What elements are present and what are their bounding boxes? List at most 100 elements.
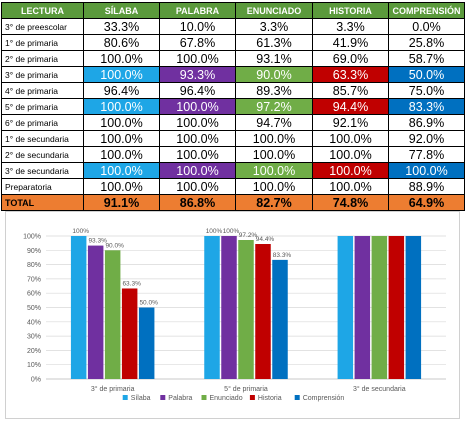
table-cell: 80.6% (83, 34, 160, 51)
table-cell: 100.0% (312, 130, 389, 147)
table-cell: 100.0% (312, 178, 389, 195)
table-cell: 93.3% (159, 66, 236, 83)
column-header: HISTORIA (312, 2, 389, 19)
column-header: LECTURA (1, 2, 84, 19)
legend-swatch (249, 395, 255, 400)
y-tick-label: 40% (27, 319, 41, 326)
legend: Sílaba Palabra Enunciado Historia Comprensió… (122, 395, 345, 402)
data-label: 100% (223, 228, 240, 235)
table-cell: 94.7% (235, 114, 313, 131)
table-cell: 100.0% (83, 98, 160, 115)
table-cell: 25.8% (388, 34, 465, 51)
x-tick-label: 3° de secundaria (353, 385, 406, 393)
table-cell: 100.0% (159, 114, 236, 131)
table-cell: 3.3% (235, 18, 313, 35)
data-labels: 100%93.3%90.0%63.3%50.0%100% 100%97.2%94.… (72, 228, 291, 307)
table-cell: 89.3% (235, 82, 313, 99)
table-cell: 86.9% (388, 114, 465, 131)
table-cell: 100.0% (83, 146, 160, 163)
table-row: 5° de primaria 100.0% 100.0% 97.2% 94.4% 83.3… (1, 98, 465, 115)
y-tick-label: 20% (27, 348, 41, 355)
bar (104, 250, 121, 379)
table-cell: 100.0% (83, 162, 160, 179)
y-tick-label: 70% (27, 276, 41, 283)
table-cell: 100.0% (159, 50, 236, 67)
table-cell: 100.0% (235, 162, 313, 179)
x-axis-ticks: 3° de primaria 5° de primaria 3° de secund… (91, 385, 406, 393)
table-cell: 100.0% (83, 130, 160, 147)
column-header: ENUNCIADO (235, 2, 313, 19)
x-tick-label: 5° de primaria (224, 385, 268, 393)
y-tick-label: 50% (27, 305, 41, 312)
table-cell: 100.0% (159, 162, 236, 179)
table-cell: 100.0% (83, 114, 160, 131)
table-cell: 100.0% (235, 146, 313, 163)
table-row: 2° de primaria 100.0% 100.0% 93.1% 69.0% 58.7… (1, 50, 465, 67)
column-header: PALABRA (159, 2, 236, 19)
bars (70, 236, 422, 379)
bar (70, 236, 87, 379)
table-cell: 74.8% (312, 194, 389, 211)
table-row: 3° de primaria 100.0% 93.3% 90.0% 63.3% 50.0% (1, 66, 465, 83)
data-label: 83.3% (273, 252, 292, 259)
table-cell: 85.7% (312, 82, 389, 99)
table-cell: 92.1% (312, 114, 389, 131)
table-header-row: LECTURA SÍLABA PALABRA ENUNCIADO HISTORIA COM… (1, 2, 465, 19)
table-row: 6° de primaria 100.0% 100.0% 94.7% 92.1% 86.9… (1, 114, 465, 131)
table-cell: 33.3% (83, 18, 160, 35)
table-cell: 100.0% (159, 146, 236, 163)
table-cell: 100.0% (388, 162, 465, 179)
data-label: 93.3% (88, 238, 107, 245)
legend-label: Palabra (168, 395, 192, 402)
total-row: TOTAL 91.1% 86.8% 82.7% 74.8% 64.9% (1, 194, 465, 211)
legend-swatch (122, 395, 128, 400)
legend-label: Historia (258, 395, 282, 402)
y-tick-label: 60% (27, 291, 41, 298)
data-label: 50.0% (139, 300, 158, 307)
table-cell: 88.9% (388, 178, 465, 195)
bar (87, 245, 104, 379)
table-cell: 100.0% (159, 98, 236, 115)
legend-swatch (294, 395, 300, 400)
legend-label: Comprensión (303, 395, 345, 402)
table-cell: 91.1% (83, 194, 160, 211)
legend-label: Enunciado (210, 395, 243, 402)
data-label: 97.2% (239, 232, 258, 239)
table-cell: 100.0% (312, 146, 389, 163)
table-cell: 100.0% (83, 66, 160, 83)
y-tick-label: 80% (27, 262, 41, 269)
legend-swatch (160, 395, 166, 400)
data-label: 100% (72, 228, 89, 235)
row-label: 5° de primaria (1, 98, 84, 115)
bar-chart: 0% 10% 20% 30% 40% 50% 60% 70% 80% 90% 100% 100% 93… (5, 211, 460, 419)
table-cell: 90.0% (235, 66, 313, 83)
table-cell: 96.4% (83, 82, 160, 99)
table-cell: 77.8% (388, 146, 465, 163)
table-cell: 97.2% (235, 98, 313, 115)
column-header: COMPRENSIÓN (388, 2, 465, 19)
bar (371, 236, 388, 379)
table-cell: 100.0% (83, 50, 160, 67)
results-table: LECTURA SÍLABA PALABRA ENUNCIADO HISTORIA COM… (1, 2, 465, 211)
row-label: 6° de primaria (1, 114, 84, 131)
column-header: SÍLABA (83, 2, 160, 19)
row-label: 1° de secundaria (1, 130, 84, 147)
bar (121, 288, 138, 379)
table-cell: 0.0% (388, 18, 465, 35)
bar (272, 259, 288, 379)
row-label: 2° de secundaria (1, 146, 84, 163)
table-body: 3° de preescolar 33.3% 10.0% 3.3% 3.3% 0.0% 1°… (1, 18, 465, 211)
row-label: 3° de preescolar (1, 18, 84, 35)
y-tick-label: 30% (27, 334, 41, 341)
table-cell: 67.8% (159, 34, 236, 51)
table-cell: 96.4% (159, 82, 236, 99)
table-cell: 100.0% (312, 162, 389, 179)
y-tick-label: 0% (31, 377, 41, 384)
data-label: 63.3% (122, 280, 141, 287)
table-cell: 83.3% (388, 98, 465, 115)
table-cell: 58.7% (388, 50, 465, 67)
legend-swatch (201, 395, 207, 400)
table-cell: 100.0% (159, 178, 236, 195)
y-tick-label: 100% (23, 234, 41, 241)
row-label: 1° de primaria (1, 34, 84, 51)
